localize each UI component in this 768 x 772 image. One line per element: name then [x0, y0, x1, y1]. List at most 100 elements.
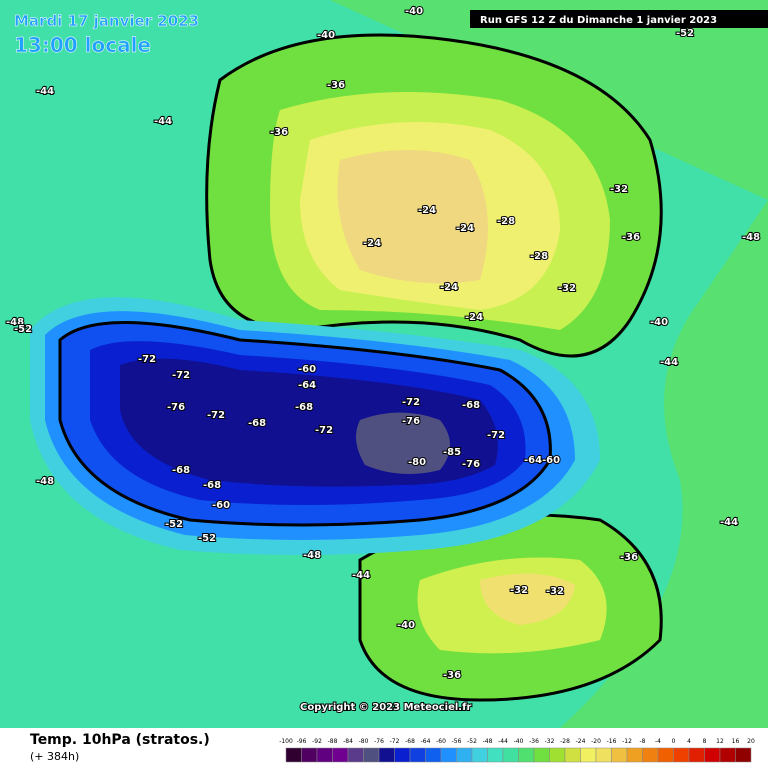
contour-label: -68 [295, 402, 313, 413]
scale-cell [347, 747, 364, 763]
local-time: 13:00 locale [14, 33, 151, 57]
scale-label: -64 [421, 738, 431, 745]
scale-cell [471, 747, 488, 763]
scale-cell [502, 747, 519, 763]
contour-label: -72 [315, 425, 333, 436]
copyright: Copyright © 2023 Meteociel.fr [300, 702, 471, 713]
contour-label: -40 [397, 620, 415, 631]
scale-label: -56 [452, 738, 462, 745]
scale-label: -88 [328, 738, 338, 745]
contour-label: -72 [487, 430, 505, 441]
contour-label: -72 [207, 410, 225, 421]
scale-label: 0 [672, 738, 676, 745]
scale-label: -52 [467, 738, 477, 745]
contour-label: -76 [462, 459, 480, 470]
scale-cell [394, 747, 411, 763]
yellow-core [337, 150, 488, 284]
contour-label: -32 [546, 586, 564, 597]
contour-label: -60 [298, 364, 316, 375]
scale-cell [518, 747, 535, 763]
scale-label: -32 [545, 738, 555, 745]
scale-cell [363, 747, 380, 763]
scale-cell [657, 747, 674, 763]
scale-cell [285, 747, 302, 763]
scale-label: -4 [655, 738, 661, 745]
contour-label: -52 [676, 28, 694, 39]
scale-cell [735, 747, 752, 763]
contour-label: -76 [167, 402, 185, 413]
scale-label: -16 [607, 738, 617, 745]
scale-label: -100 [279, 738, 293, 745]
contour-label: -52 [198, 533, 216, 544]
contour-label: -60 [212, 500, 230, 511]
contour-label: -44 [720, 517, 738, 528]
scale-cell [611, 747, 628, 763]
contour-label: -72 [172, 370, 190, 381]
contour-label: -24 [465, 312, 483, 323]
scale-cell [409, 747, 426, 763]
contour-label: -36 [443, 670, 461, 681]
contour-label: -68 [462, 400, 480, 411]
scale-label: 8 [703, 738, 707, 745]
contour-label: -52 [165, 519, 183, 530]
scale-cell [688, 747, 705, 763]
scale-cell [704, 747, 721, 763]
contour-label: -40 [405, 6, 423, 17]
scale-cell [487, 747, 504, 763]
run-banner [470, 10, 768, 28]
contour-label: -40 [317, 30, 335, 41]
scale-label: -48 [483, 738, 493, 745]
scale-cell [719, 747, 736, 763]
scale-label: -96 [297, 738, 307, 745]
cold-core [356, 412, 450, 474]
contour-label: -28 [530, 251, 548, 262]
run-info: Run GFS 12 Z du Dimanche 1 janvier 2023 [480, 15, 717, 26]
contour-label: -32 [558, 283, 576, 294]
contour-label: -72 [138, 354, 156, 365]
contour-label: -44 [352, 570, 370, 581]
contour-label: -68 [172, 465, 190, 476]
contour-label: -64 [298, 380, 316, 391]
scale-cell [673, 747, 690, 763]
footer-title: Temp. 10hPa (stratos.) [30, 732, 210, 748]
scale-label: -72 [390, 738, 400, 745]
contour-label: -52 [14, 324, 32, 335]
yellow-south-core [480, 573, 575, 625]
contour-label: -48 [742, 232, 760, 243]
contour-label: -48 [6, 317, 24, 328]
lead-time: (+ 384h) [30, 750, 79, 763]
scale-label: -8 [640, 738, 646, 745]
scale-label: -80 [359, 738, 369, 745]
contour-label: -24 [418, 205, 436, 216]
green-zone [330, 0, 768, 728]
scale-cell [595, 747, 612, 763]
contour-label: -36 [270, 127, 288, 138]
scale-cell [425, 747, 442, 763]
contour-label: -32 [510, 585, 528, 596]
scale-label: 4 [687, 738, 691, 745]
contour-label: -48 [36, 476, 54, 487]
scale-label: -84 [343, 738, 353, 745]
scale-cell [549, 747, 566, 763]
contour-label: -44 [660, 357, 678, 368]
scale-label: 12 [716, 738, 724, 745]
scale-cell [626, 747, 643, 763]
scale-label: -68 [405, 738, 415, 745]
contour-label: -44 [154, 116, 172, 127]
scale-label: -44 [498, 738, 508, 745]
contour-label: -76 [402, 416, 420, 427]
scale-cell [316, 747, 333, 763]
contour-label: -44 [36, 86, 54, 97]
contour-label: -24 [363, 238, 381, 249]
scale-cell [533, 747, 550, 763]
scale-label: -60 [436, 738, 446, 745]
contour-label: -32 [610, 184, 628, 195]
contour-label: -64 [524, 455, 542, 466]
contour-label: -28 [497, 216, 515, 227]
contour-label: -48 [303, 550, 321, 561]
scale-label: -40 [514, 738, 524, 745]
scale-cell [456, 747, 473, 763]
scale-cell [564, 747, 581, 763]
scale-cell [642, 747, 659, 763]
scale-cell [378, 747, 395, 763]
